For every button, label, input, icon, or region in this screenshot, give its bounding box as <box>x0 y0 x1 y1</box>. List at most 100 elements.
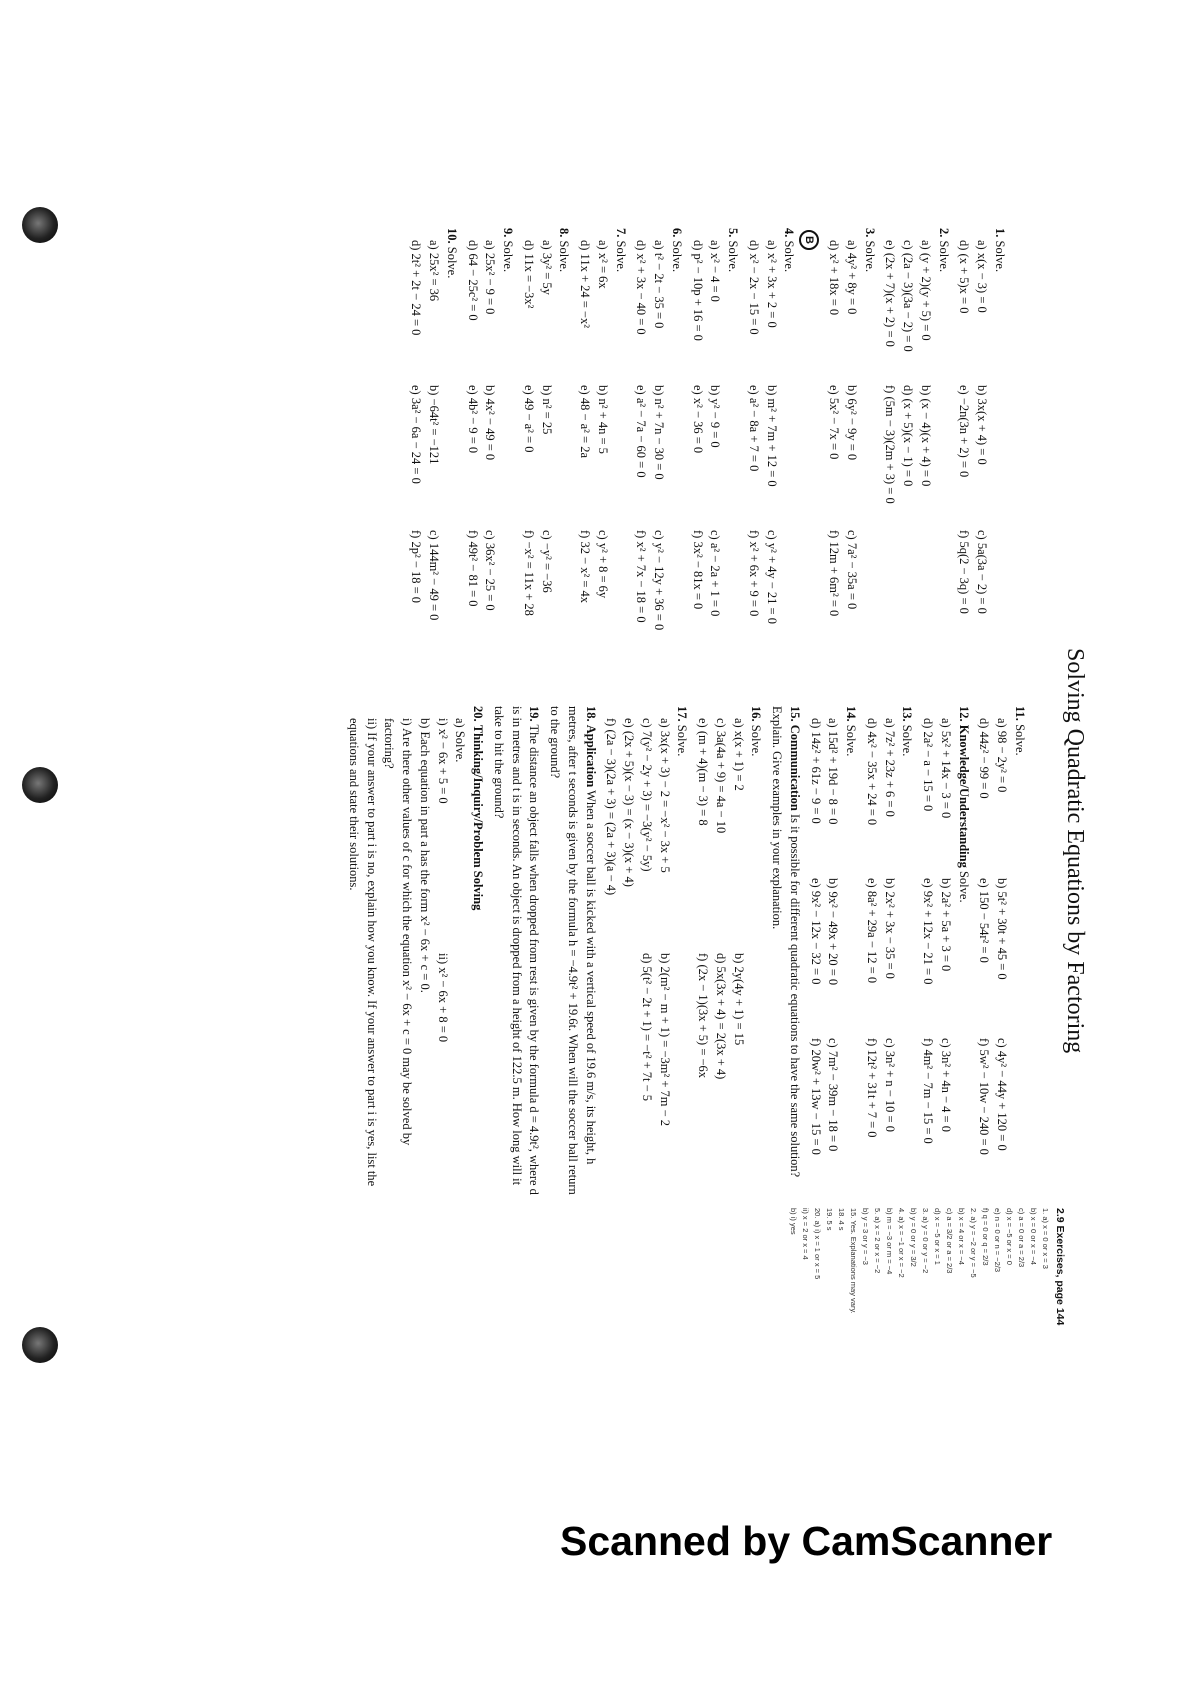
exercise-part: b) y² − 9 = 0 <box>708 385 723 448</box>
exercise-part: b) 6y² − 9y = 0 <box>845 385 859 461</box>
part-row: e) (m + 4)(m − 3) = 8 f) (2x − 1)(3x + 5)… <box>694 706 712 1196</box>
exercise-part: a) 25x² = 36 <box>427 240 442 302</box>
exercise: 7. Solve. a) x² = 6x b) n² + 4n = 5 c) y² +… <box>576 228 629 678</box>
answer-entry: b) y = 0 or y = 3/2 <box>909 1208 919 1267</box>
exercise-prompt: Solve. <box>613 240 628 273</box>
exercise-category: Thinking/Inquiry/Problem Solving <box>471 724 486 911</box>
exercise-number: 17. <box>675 706 690 722</box>
exercise-part: b) n² + 7n − 30 = 0 <box>652 385 667 480</box>
part-row: d) 2t² + 2t − 24 = 0 e) 3a² − 6a − 24 = 0… <box>407 228 425 678</box>
exercise-part: d) 5(t² − 2t + 1) = −t² + 7t − 5 <box>640 953 654 1102</box>
part-row: a) 25x² = 36 b) −64t² = −121 c) 144m² − 49… <box>425 228 443 678</box>
exercise-heading: 13. Solve. <box>898 706 916 1196</box>
exercise-part: b) 2(m² − m + 1) = −3m² + 7m − 2 <box>657 953 672 1127</box>
exercise-heading: 15. Communication Is it possible for dif… <box>768 706 804 1196</box>
exercise-prompt: Solve. <box>900 724 915 757</box>
exercise-prompt: Solve. <box>862 240 877 273</box>
part-row: d) x² − 2x − 15 = 0 e) a² − 8a + 7 = 0 f) … <box>744 228 762 678</box>
exercise-prompt: Solve. <box>557 240 572 273</box>
exercise: 20. Thinking/Inquiry/Problem Solving a) … <box>344 706 486 1196</box>
exercise-part: d) x² + 18x = 0 <box>827 240 842 316</box>
exercise-part: f) 12m + 6m² = 0 <box>827 530 842 617</box>
exercise-part: a) 4y² + 8y = 0 <box>845 240 859 315</box>
exercise-part: e) (2x + 7)(x + 2) = 0 <box>883 240 898 347</box>
exercise-number: 19. <box>527 706 542 722</box>
exercise-number: 15. <box>788 706 802 722</box>
part-row: d) x² + 18x = 0 e) 5x² − 7x = 0 f) 12m + 6… <box>825 228 843 678</box>
exercise-part: d) 44z² − 99 = 0 <box>977 718 992 799</box>
exercise: 6. Solve. a) t² − 2t − 35 = 0 b) n² + 7n −… <box>632 228 685 678</box>
exercise-heading: 19. The distance an object falls when dr… <box>489 706 542 1196</box>
exercise-part: d) 64 − 25c² = 0 <box>465 240 480 321</box>
answer-entry: b) y = 3 or y = −3 <box>861 1208 871 1265</box>
part-row: e) (2x + 7)(x + 2) = 0 f) (5m − 3)(2m + 3… <box>881 228 899 678</box>
exercise-part: c) 7(y² − 2y + 3) = −3(y² − 5y) <box>640 718 654 872</box>
punch-hole <box>22 1327 58 1363</box>
exercise-part: e) 3a² − 6a − 24 = 0 <box>409 385 424 484</box>
exercise-category: Communication <box>788 724 802 811</box>
exercise: 9. Solve. a) 25x² − 9 = 0 b) 4x² − 49 = 0 c… <box>463 228 516 678</box>
exercise-prompt: Solve. <box>726 240 741 273</box>
exercise-part: f) 3x² − 81x = 0 <box>690 530 705 610</box>
exercise-part: f) 5q(2 − 3q) = 0 <box>957 530 972 614</box>
exercise-number: 4. <box>782 228 797 238</box>
exercise-heading: 8. Solve. <box>555 228 573 678</box>
exercise-heading: 12. Knowledge/Understanding Solve. <box>954 706 972 1196</box>
answer-entry: ii) x = 2 or x = 4 <box>801 1208 811 1260</box>
exercise-part: e) 150 − 54r² = 0 <box>977 878 992 963</box>
exercise-part: f) −x² = 11x + 28 <box>522 530 536 616</box>
exercise-part: d) 14z² + 61z − 9 = 0 <box>808 718 823 824</box>
exercise-heading: 14. Solve. <box>842 706 860 1196</box>
exercise-heading: 4. Solve. <box>780 228 798 678</box>
exercise-part: d) x² + 3x − 40 = 0 <box>634 240 649 335</box>
exercise-part: d) (x + 5)(x − 1) = 0 <box>901 385 916 487</box>
page-title: Solving Quadratic Equations by Factoring <box>1062 648 1088 1054</box>
exercise-part: f) 2p² − 18 = 0 <box>409 530 424 604</box>
exercise-part: b) (x − 4)(x + 4) = 0 <box>919 385 933 487</box>
exercise-number: 18. <box>583 706 598 722</box>
part-row: d) 4x² − 35x + 24 = 0 e) 8a² + 29a − 12 =… <box>862 706 880 1196</box>
exercise-heading: 1. Solve. <box>990 228 1008 678</box>
exercise-prompt: Solve. <box>501 240 516 273</box>
exercise-part: a) x(x + 1) = 2 <box>731 718 746 791</box>
answer-entry: 4. a) x = −1 or x = −2 <box>897 1208 907 1278</box>
exercise-number: 20. <box>471 706 486 722</box>
exercise-prompt: Solve. <box>749 724 764 757</box>
exercise-part: e) 9x² + 12x − 21 = 0 <box>921 878 936 985</box>
exercise-part: f) x² + 6x + 9 = 0 <box>747 530 761 617</box>
exercise-part: f) 12t² + 31t + 7 = 0 <box>865 1038 879 1138</box>
exercise-part: b) 2x² + 3x − 35 = 0 <box>882 878 897 979</box>
exercise-prompt: Solve. <box>670 240 684 273</box>
exercise-part: a) x(x − 3) = 0 <box>975 240 990 313</box>
exercise-category: Knowledge/Understanding <box>956 724 971 868</box>
exercise-part: i) x² − 6x + 5 = 0 <box>435 718 450 804</box>
exercise-heading: 5. Solve. <box>724 228 742 678</box>
exercise-part: b) 4x² − 49 = 0 <box>483 385 498 461</box>
exercise-part: c) 7a² − 35a = 0 <box>845 530 859 610</box>
exercise-number: 7. <box>613 228 628 238</box>
exercise-part: e) 9x² − 12x − 32 = 0 <box>808 878 823 985</box>
exercise: 12. Knowledge/Understanding Solve. a) 5x²… <box>919 706 972 1196</box>
exercise: 15. Communication Is it possible for dif… <box>768 706 804 1196</box>
exercise-heading: 6. Solve. <box>667 228 685 678</box>
exercise-part: c) 144m² − 49 = 0 <box>427 530 442 621</box>
part-row: a) 25x² − 9 = 0 b) 4x² − 49 = 0 c) 36x² − … <box>481 228 499 678</box>
exercise-part: b) n² + 4n = 5 <box>596 385 610 454</box>
exercise-part: a) Solve. <box>453 718 468 763</box>
exercise-part: b) m² + 7m + 12 = 0 <box>764 385 779 487</box>
answer-entry: c) a = 0 or a = 2/3 <box>1017 1208 1027 1268</box>
exercise-part: c) 3a(4a + 9) = 4a − 10 <box>714 718 728 834</box>
exercise-heading: 11. Solve. <box>1010 706 1028 1196</box>
exercise-heading: 18. Application When a soccer ball is ki… <box>546 706 599 1196</box>
part-row: a) 3x(x + 3) − 2 = −x² − 3x + 5 b) 2(m² −… <box>655 706 673 1196</box>
exercise-number: 5. <box>726 228 741 238</box>
part-row: a) (y + 2)(y + 5) = 0 b) (x − 4)(x + 4) =… <box>916 228 934 678</box>
part-row: a) x² = 6x b) n² + 4n = 5 c) y² + 8 = 6y <box>593 228 611 678</box>
answer-entry: 15. Yes. Explanations may vary. <box>849 1208 859 1314</box>
exercise-part: d) 11x = −3x² <box>522 240 536 309</box>
exercise-part: f) (2x − 1)(3x + 5) = −6x <box>696 953 711 1079</box>
exercise-part: a) x² = 6x <box>596 240 610 289</box>
answer-entry: e) n = 0 or n = −2/3 <box>993 1208 1003 1273</box>
part-row: d) 11x + 24 = −x² e) 48 − a² = 2a f) 32 − … <box>576 228 594 678</box>
